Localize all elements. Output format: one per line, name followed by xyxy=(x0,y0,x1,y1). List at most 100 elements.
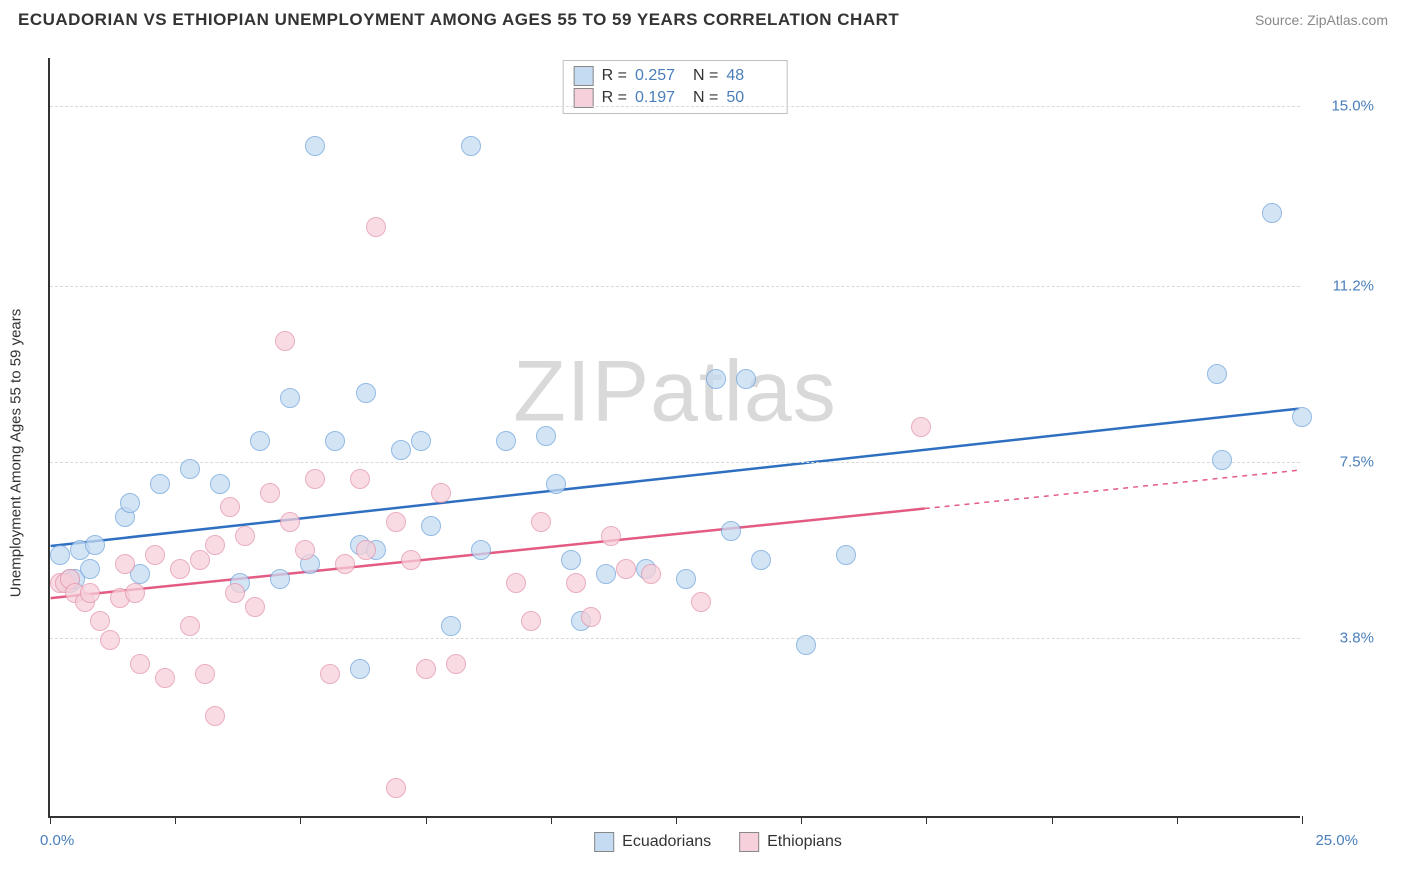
ecuadorians-point xyxy=(441,616,461,636)
ecuadorians-point xyxy=(751,550,771,570)
ecuadorians-point xyxy=(421,516,441,536)
gridline xyxy=(50,106,1300,107)
x-tick xyxy=(426,816,427,824)
ecuadorians-point xyxy=(356,383,376,403)
ethiopians-point xyxy=(90,611,110,631)
ethiopians-point xyxy=(80,583,100,603)
ecuadorians-point xyxy=(1207,364,1227,384)
stats-n-value: 50 xyxy=(726,89,776,107)
ecuadorians-point xyxy=(150,474,170,494)
ethiopians-point xyxy=(531,512,551,532)
ethiopians-point xyxy=(386,512,406,532)
ecuadorians-point xyxy=(546,474,566,494)
ethiopians-point xyxy=(386,778,406,798)
ethiopians-point xyxy=(521,611,541,631)
ecuadorians-point xyxy=(1212,450,1232,470)
ethiopians-point xyxy=(190,550,210,570)
ecuadorians-point xyxy=(676,569,696,589)
stats-r-label: R = xyxy=(602,89,627,107)
ethiopians-point xyxy=(581,607,601,627)
x-tick xyxy=(1302,816,1303,824)
ethiopians-point xyxy=(145,545,165,565)
series-legend: Ecuadorians Ethiopians xyxy=(594,832,842,852)
ecuadorians-point xyxy=(1262,203,1282,223)
ethiopians-point xyxy=(170,559,190,579)
ecuadorians-point xyxy=(536,426,556,446)
ecuadorians-point xyxy=(250,431,270,451)
trend-lines xyxy=(50,58,1300,816)
source-label: Source: ZipAtlas.com xyxy=(1255,12,1388,28)
ethiopians-point xyxy=(220,497,240,517)
stats-n-value: 48 xyxy=(726,67,776,85)
ecuadorians-point xyxy=(180,459,200,479)
ecuadorians-point xyxy=(50,545,70,565)
ethiopians-point xyxy=(366,217,386,237)
ecuadorians-point xyxy=(280,388,300,408)
ecuadorians-point xyxy=(596,564,616,584)
ethiopians-point xyxy=(295,540,315,560)
x-tick xyxy=(676,816,677,824)
legend-swatch xyxy=(739,832,759,852)
gridline xyxy=(50,286,1300,287)
ecuadorians-point xyxy=(391,440,411,460)
stats-n-label: N = xyxy=(693,67,718,85)
ethiopians-point xyxy=(155,668,175,688)
stats-r-label: R = xyxy=(602,67,627,85)
x-tick xyxy=(50,816,51,824)
ethiopians-point xyxy=(125,583,145,603)
ethiopians-point xyxy=(235,526,255,546)
ethiopians-point xyxy=(601,526,621,546)
ecuadorians-point xyxy=(836,545,856,565)
ecuadorians-point xyxy=(471,540,491,560)
x-tick xyxy=(926,816,927,824)
ethiopians-point xyxy=(641,564,661,584)
ethiopians-point xyxy=(100,630,120,650)
ethiopians-point xyxy=(180,616,200,636)
ethiopians-point xyxy=(616,559,636,579)
ethiopians-point xyxy=(691,592,711,612)
ecuadorians-point xyxy=(411,431,431,451)
ethiopians-point xyxy=(356,540,376,560)
gridline xyxy=(50,462,1300,463)
series-legend-item-ecuadorians: Ecuadorians xyxy=(594,832,711,852)
series-legend-label: Ecuadorians xyxy=(622,833,711,851)
y-axis-title: Unemployment Among Ages 55 to 59 years xyxy=(8,309,25,598)
ecuadorians-point xyxy=(721,521,741,541)
ecuadorians-point xyxy=(561,550,581,570)
legend-swatch xyxy=(594,832,614,852)
stats-n-label: N = xyxy=(693,89,718,107)
ecuadorians-point xyxy=(210,474,230,494)
ecuadorians-point xyxy=(1292,407,1312,427)
ethiopians-point xyxy=(205,706,225,726)
x-tick xyxy=(551,816,552,824)
ecuadorians-point xyxy=(736,369,756,389)
stats-r-value: 0.197 xyxy=(635,89,685,107)
ethiopians-point xyxy=(566,573,586,593)
ethiopians-point xyxy=(260,483,280,503)
ecuadorians-point xyxy=(350,659,370,679)
chart-title: ECUADORIAN VS ETHIOPIAN UNEMPLOYMENT AMO… xyxy=(18,10,899,30)
ecuadorians-point xyxy=(120,493,140,513)
plot-area: ZIPatlas R =0.257N =48R =0.197N =50 3.8%… xyxy=(48,58,1300,818)
ecuadorians-point xyxy=(461,136,481,156)
ecuadorians-point xyxy=(325,431,345,451)
watermark: ZIPatlas xyxy=(513,342,836,441)
ethiopians-point xyxy=(320,664,340,684)
ecuadorians-point xyxy=(706,369,726,389)
ethiopians-point xyxy=(245,597,265,617)
ecuadorians-point xyxy=(85,535,105,555)
ethiopians-point xyxy=(280,512,300,532)
ecuadorians-point xyxy=(305,136,325,156)
ethiopians-point xyxy=(195,664,215,684)
x-min-label: 0.0% xyxy=(40,832,74,884)
ethiopians-point xyxy=(275,331,295,351)
stats-row-ecuadorians: R =0.257N =48 xyxy=(574,65,777,87)
ethiopians-point xyxy=(431,483,451,503)
ethiopians-point xyxy=(305,469,325,489)
ethiopians-point xyxy=(335,554,355,574)
y-tick-label: 3.8% xyxy=(1310,629,1374,646)
series-legend-item-ethiopians: Ethiopians xyxy=(739,832,842,852)
legend-swatch xyxy=(574,66,594,86)
ecuadorians-point xyxy=(796,635,816,655)
ethiopians-point xyxy=(115,554,135,574)
